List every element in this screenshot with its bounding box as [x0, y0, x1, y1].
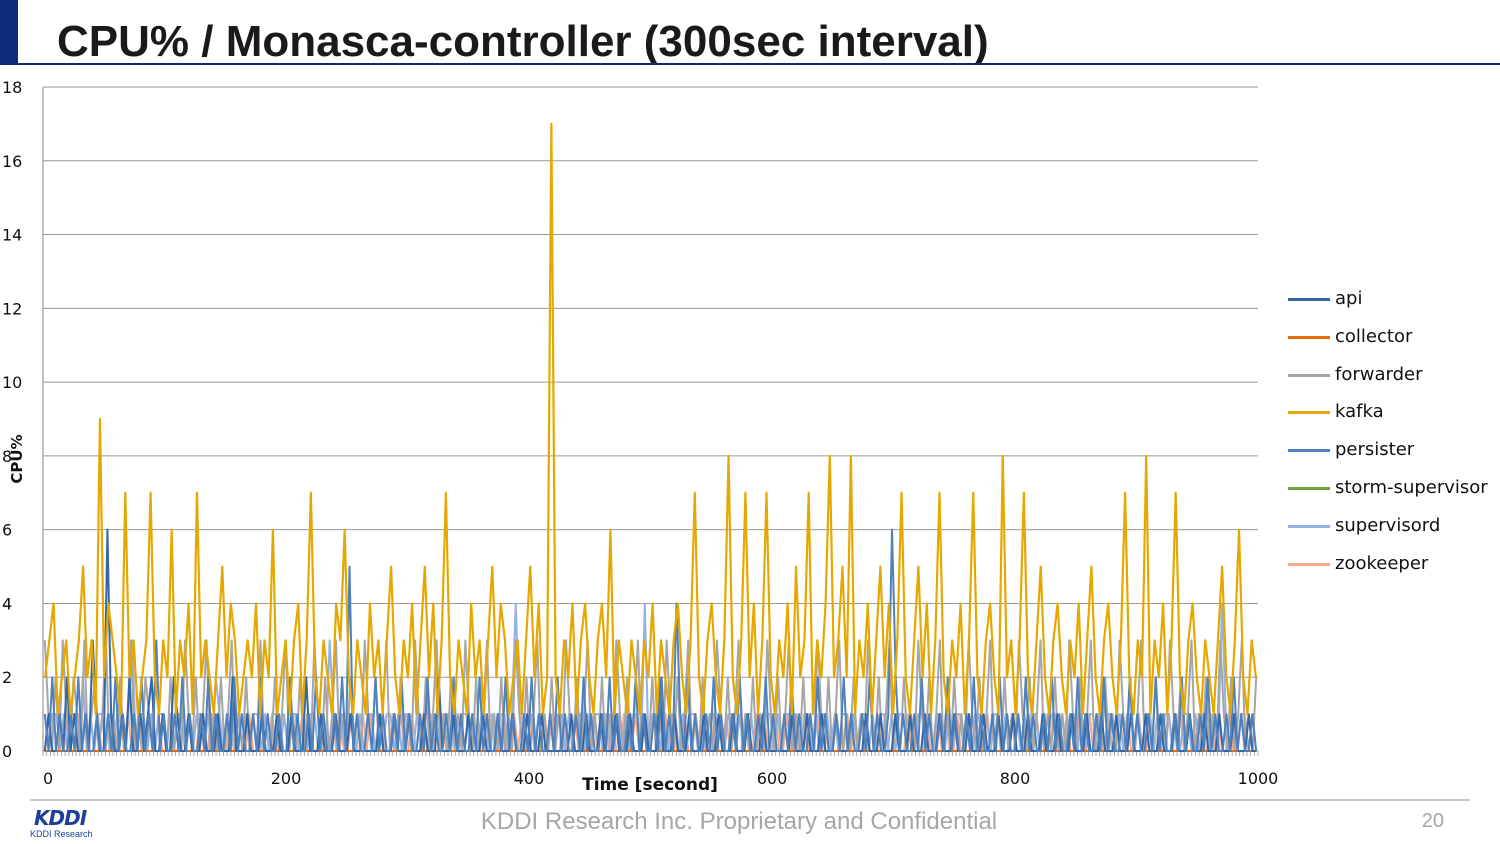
legend-label: zookeeper — [1335, 552, 1429, 574]
y-tick-label: 18 — [2, 78, 22, 97]
x-tick-label: 600 — [757, 769, 788, 788]
legend-swatch — [1288, 524, 1330, 528]
x-tick-label: 200 — [271, 769, 302, 788]
legend-label: supervisord — [1335, 514, 1441, 536]
x-tick-label: 800 — [1000, 769, 1031, 788]
cpu-line-chart: 0 2 4 6 8 10 12 14 16 18 0 200 400 600 800 1000 CPU% T… — [2, 78, 1278, 795]
series-lines — [43, 122, 1258, 752]
y-tick-label: 6 — [2, 521, 12, 540]
x-tick-labels: 0 200 400 600 800 1000 — [43, 769, 1278, 788]
legend-swatch — [1288, 486, 1330, 490]
y-tick-label: 0 — [2, 742, 12, 761]
legend-label: storm-supervisor — [1335, 476, 1488, 498]
y-tick-label: 10 — [2, 373, 22, 392]
series-line-persister — [43, 528, 1258, 752]
legend-swatch — [1288, 298, 1330, 301]
legend-label: persister — [1335, 439, 1415, 461]
legend-swatch — [1288, 562, 1330, 566]
x-tick-label: 1000 — [1238, 769, 1279, 788]
slide-title: CPU% / Monasca-controller (300sec interv… — [57, 17, 989, 66]
y-tick-label: 8 — [2, 447, 12, 466]
page-number: 20 — [1421, 810, 1444, 832]
legend-label: forwarder — [1335, 363, 1423, 385]
kddi-logo-subtext: KDDI Research — [30, 829, 93, 839]
y-axis-label: CPU% — [8, 434, 26, 483]
footer-divider — [30, 799, 1470, 801]
kddi-logo-mark: KDDI — [34, 806, 87, 830]
legend-label: collector — [1335, 325, 1413, 347]
legend-swatch — [1288, 373, 1330, 377]
title-underline — [0, 63, 1500, 65]
x-tick-label: 400 — [514, 769, 545, 788]
legend-label: api — [1335, 288, 1363, 309]
y-tick-label: 12 — [2, 299, 22, 318]
y-tick-label: 2 — [2, 668, 12, 687]
legend-swatch — [1288, 449, 1330, 453]
footer-confidential-text: KDDI Research Inc. Proprietary and Confi… — [480, 808, 998, 835]
legend-swatch — [1288, 411, 1330, 415]
y-tick-label: 14 — [2, 226, 22, 245]
x-tick-label: 0 — [43, 769, 53, 788]
legend-label: kafka — [1335, 401, 1384, 423]
series-line-forwarder — [43, 639, 1258, 752]
y-tick-labels: 0 2 4 6 8 10 12 14 16 18 — [2, 78, 22, 761]
y-tick-label: 16 — [2, 152, 22, 171]
title-accent-bar — [0, 0, 18, 64]
y-tick-label: 4 — [2, 594, 12, 613]
series-line-kafka — [44, 122, 1257, 716]
kddi-logo: KDDI KDDI Research — [30, 806, 102, 842]
x-axis-label: Time [second] — [582, 775, 718, 795]
legend-swatch — [1288, 335, 1330, 339]
